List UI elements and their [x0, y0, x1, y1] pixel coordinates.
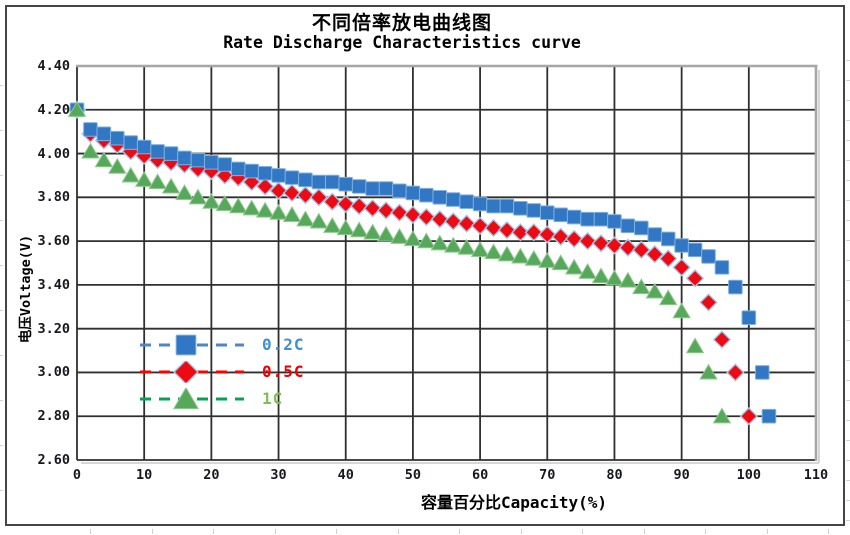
sheet-cell-tick — [846, 80, 850, 81]
sheet-cell-tick — [846, 240, 850, 241]
sheet-cell-tick — [520, 529, 522, 534]
x-tick-label: 30 — [270, 467, 287, 483]
sheet-cell-tick — [846, 300, 850, 301]
legend-swatch-0-2c-square-icon — [140, 334, 244, 355]
sheet-cell-tick — [846, 360, 850, 361]
sheet-cell-tick — [846, 220, 850, 221]
x-tick-label: 0 — [72, 467, 82, 483]
sheet-cell-tick — [846, 340, 850, 341]
series-1C[interactable] — [67, 100, 732, 424]
legend-item-1c[interactable]: 1C — [138, 385, 305, 412]
sheet-cell-tick — [846, 180, 850, 181]
sheet-cell-tick — [336, 529, 337, 534]
sheet-cell-tick — [0, 130, 3, 131]
x-tick-label: 60 — [471, 467, 489, 483]
sheet-cell-tick — [766, 529, 768, 534]
sheet-cell-tick — [846, 440, 850, 441]
legend-item-0-5c[interactable]: 0.5C — [138, 358, 305, 385]
sheet-cell-tick — [0, 220, 3, 221]
sheet-cell-tick — [213, 529, 214, 534]
sheet-cell-tick — [846, 60, 850, 61]
sheet-cell-tick — [90, 529, 91, 534]
sheet-cell-tick — [274, 529, 276, 534]
chart-subtitle: Rate Discharge Characteristics curve — [223, 33, 581, 52]
y-tick-label: 4.40 — [37, 58, 70, 74]
sheet-cell-tick — [846, 460, 850, 461]
sheet-cell-tick — [0, 85, 3, 86]
sheet-cell-tick — [846, 400, 850, 401]
x-tick-label: 20 — [203, 467, 220, 483]
legend-swatch-0-5c-diamond-icon — [140, 360, 244, 383]
x-tick-label: 10 — [136, 467, 153, 483]
sheet-cell-tick — [846, 380, 850, 381]
sheet-cell-tick — [0, 265, 3, 266]
sheet-cell-tick — [846, 100, 850, 101]
sheet-cell-tick — [846, 480, 850, 481]
sheet-cell-tick — [846, 200, 850, 201]
sheet-cell-tick — [0, 355, 3, 356]
x-tick-label: 80 — [606, 467, 623, 483]
x-tick-label: 110 — [803, 467, 829, 483]
y-tick-label: 4.20 — [37, 101, 70, 118]
x-tick-label: 70 — [539, 467, 556, 483]
sheet-cell-tick — [397, 529, 399, 534]
sheet-cell-tick — [0, 445, 3, 446]
sheet-cell-tick — [705, 529, 706, 534]
sheet-cell-tick — [0, 175, 3, 176]
y-axis-title: 电压Voltage(V) — [18, 234, 34, 344]
sheet-cell-tick — [846, 520, 850, 521]
legend-swatch-1c-triangle-icon — [140, 387, 244, 409]
sheet-cell-tick — [846, 500, 850, 501]
sheet-cell-tick — [0, 400, 3, 401]
legend: 0.2C 0.5C 1C — [138, 331, 305, 412]
sheet-cell-tick — [582, 529, 583, 534]
sheet-cell-tick — [846, 160, 850, 161]
legend-label-0-5c: 0.5C — [262, 362, 305, 381]
sheet-cell-tick — [846, 320, 850, 321]
y-tick-label: 3.20 — [37, 320, 70, 337]
y-tick-label: 2.80 — [37, 408, 70, 425]
legend-item-0-2c[interactable]: 0.2C — [138, 331, 305, 358]
sheet-cell-tick — [846, 420, 850, 421]
sheet-cell-tick — [0, 490, 3, 491]
x-tick-label: 100 — [736, 467, 761, 483]
sheet-cell-tick — [828, 529, 829, 534]
sheet-cell-tick — [151, 529, 153, 534]
sheet-cell-tick — [459, 529, 460, 534]
x-tick-label: 40 — [337, 467, 354, 483]
y-tick-label: 3.40 — [37, 276, 70, 293]
sheet-cell-tick — [0, 310, 3, 311]
sheet-cell-tick — [846, 260, 850, 261]
legend-label-1c: 1C — [262, 389, 284, 408]
legend-label-0-2c: 0.2C — [262, 335, 305, 354]
sheet-cell-tick — [643, 529, 645, 534]
x-tick-label: 90 — [673, 467, 690, 483]
y-tick-label: 3.60 — [37, 233, 70, 250]
sheet-cell-tick — [846, 280, 850, 281]
sheet-cell-tick — [846, 120, 850, 121]
y-tick-label: 4.00 — [37, 145, 70, 162]
y-tick-label: 3.80 — [37, 189, 70, 206]
x-axis-title: 容量百分比Capacity(%) — [421, 493, 607, 512]
y-tick-label: 3.00 — [37, 364, 70, 381]
x-tick-label: 50 — [404, 467, 422, 483]
sheet-cell-tick — [846, 140, 850, 141]
chart-title: 不同倍率放电曲线图 — [311, 12, 492, 34]
y-tick-label: 2.60 — [37, 452, 70, 468]
